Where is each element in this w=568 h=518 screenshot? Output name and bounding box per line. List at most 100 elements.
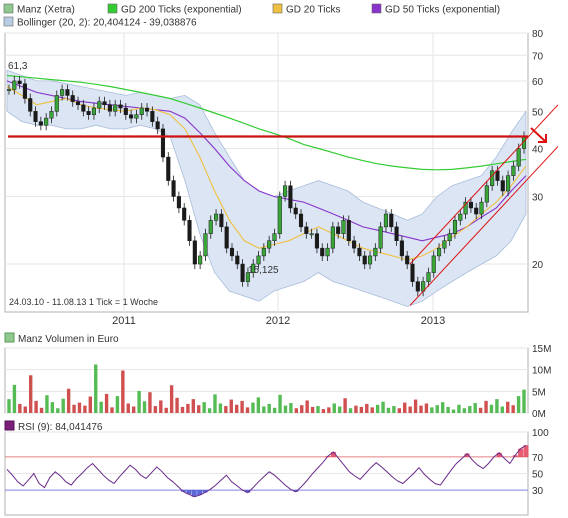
candle-body [506,175,511,192]
volume-bar [88,396,93,413]
volume-bar [413,399,418,413]
channel-lower-line [409,146,559,306]
volume-bar [191,399,196,413]
volume-bar [175,397,179,413]
volume-bar [500,406,505,413]
volume-bar [348,408,353,413]
volume-bar [99,401,103,413]
volume-bar [381,401,385,413]
volume-grid [5,347,528,414]
volume-bar [457,404,461,413]
candle-body [33,111,38,122]
candle-body [176,196,181,209]
candle-body [394,226,399,242]
volume-bar [403,402,407,413]
candle-body [28,98,33,112]
candle-body [293,207,298,215]
volume-bar [180,406,185,413]
rsi-grid [5,431,528,491]
volume-bar [197,405,201,413]
gd20-line [6,86,527,261]
volume-bar [202,402,206,413]
volume-bar [468,406,472,413]
rsi-y-tick-label: 30 [532,486,544,497]
low-label: 15,125 [248,265,279,276]
candle-body [378,226,383,249]
candle-body [447,233,452,242]
candle-body [12,80,17,90]
candle-body [60,89,65,96]
rsi-y-tick-label: 70 [532,453,544,464]
volume-bar [408,406,412,413]
candle-body [389,213,394,228]
price-y-tick-label: 40 [532,145,544,156]
candle-body [214,213,219,221]
candle-body [219,213,224,228]
volume-bar [278,394,282,413]
volume-bar [66,388,71,413]
volume-bar [28,375,33,413]
volume-y-axis: 0M 5M 10M 15M [532,344,551,420]
volume-bar [218,403,223,413]
volume-bar [240,400,244,413]
candle-body [431,255,436,273]
volume-bar [256,397,261,413]
candle-body [203,233,208,257]
volume-bar [375,404,380,413]
volume-bar [370,407,374,413]
candle-body [330,226,335,249]
volume-bar [56,408,60,413]
volume-bar [104,393,109,413]
candle-body [187,220,192,242]
volume-bar [392,406,396,413]
trend-arrow-icon [530,127,547,143]
price-candles [6,76,527,297]
volume-bar [229,399,233,413]
volume-bar [386,407,391,413]
candle-body [479,201,484,215]
volume-bar [332,403,336,413]
candle-body [160,128,166,158]
candle-body [442,240,447,249]
volume-bar [72,404,76,413]
candle-body [155,121,160,130]
candle-body [235,255,240,265]
candle-body [251,263,256,273]
candle-body [468,201,473,209]
candle-body [346,220,351,242]
candle-body [229,247,235,257]
volume-bar [300,405,304,413]
volume-bar [61,398,65,413]
volume-bar [164,407,168,413]
candle-body [367,255,373,265]
volume-bar [159,400,163,413]
volume-bar [213,394,217,413]
volume-bar [310,406,315,413]
price-y-tick-label: 50 [532,107,544,118]
candle-body [415,281,420,292]
candle-body [426,272,431,282]
candle-body [144,107,150,112]
legend-swatch [107,3,118,14]
candle-body [452,220,458,234]
rsi-oversold-fill [186,490,192,495]
volume-bar [77,402,82,413]
legend-swatch [272,3,283,14]
candle-body [6,89,12,91]
candle-body [272,233,277,242]
price-x-axis: 2011 2012 2013 [112,315,445,327]
volume-bar [251,402,255,413]
candle-body [373,247,378,257]
legend-swatch [3,16,14,27]
volume-bar [131,406,136,413]
volume-bar [397,408,402,413]
candle-body [484,185,489,203]
volume-bar [462,408,467,413]
candle-body [129,114,134,119]
candle-body [336,226,341,234]
rsi-legend-swatch [4,420,15,431]
volume-bar [283,405,288,413]
volume-bar [430,407,434,413]
volume-bar [473,403,477,413]
